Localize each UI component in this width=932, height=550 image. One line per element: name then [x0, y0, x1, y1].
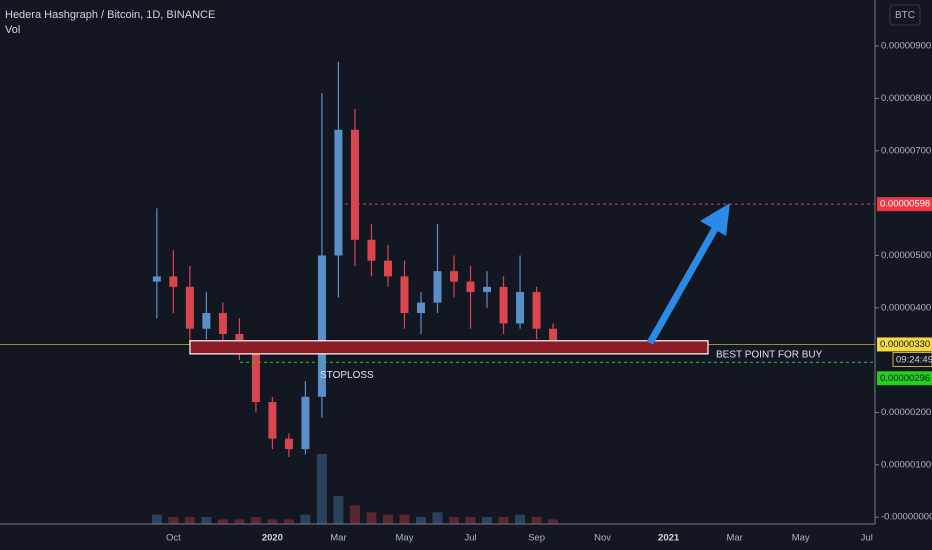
candle-body [251, 349, 260, 403]
currency-button[interactable] [889, 4, 921, 26]
candle-body [400, 276, 409, 314]
candle-body [334, 129, 343, 256]
candle-body [367, 239, 376, 261]
x-tick-label: Mar [726, 533, 742, 544]
candle-body [466, 281, 475, 293]
candle-body [532, 292, 541, 329]
volume-bar [449, 517, 460, 524]
countdown-label: 09:24:49 [896, 354, 932, 365]
candle-body [499, 286, 508, 324]
volume-bar [283, 519, 294, 524]
x-tick-label: Mar [330, 533, 346, 544]
target-price-label-box [877, 197, 932, 212]
arrow-shaft [646, 225, 720, 345]
volume-bar [201, 517, 212, 524]
last-price-label: 0.00000330 [880, 339, 930, 350]
candle-body [284, 438, 293, 450]
candle-body [483, 286, 492, 293]
y-tick-label: -0.00000000 [881, 512, 932, 523]
volume-bar [267, 519, 278, 524]
y-tick-label: 0.00000800 [881, 93, 931, 104]
candle-body [516, 292, 525, 324]
volume-bar [217, 519, 228, 524]
candle-body [152, 276, 161, 282]
volume-bar [234, 519, 245, 524]
volume-bar [498, 517, 509, 524]
buy-zone-label: BEST POINT FOR BUY [716, 350, 823, 361]
candle-body [317, 255, 326, 397]
volume-bar [415, 517, 426, 524]
candle-body [433, 271, 442, 303]
candle-body [169, 276, 178, 287]
volume-bar [482, 517, 493, 524]
candle-body [268, 402, 277, 439]
last-price-label-box [877, 337, 932, 352]
buy-zone [189, 340, 709, 355]
arrow [646, 203, 730, 345]
volume-bar [168, 517, 179, 524]
x-tick-label: Jul [861, 533, 873, 544]
stoploss-price-label-box [877, 371, 932, 386]
volume-bar [399, 514, 410, 524]
x-tick-label: 2020 [262, 533, 283, 544]
x-tick-label: Sep [528, 533, 545, 544]
volume-bar [316, 454, 327, 524]
y-tick-label: 0.00000700 [881, 145, 931, 156]
y-tick-label: 0.00000100 [881, 459, 931, 470]
candle-body [202, 313, 211, 329]
volume-bar [250, 517, 261, 524]
stoploss-label: STOPLOSS [320, 370, 374, 381]
y-tick-label: 0.00000200 [881, 407, 931, 418]
volume-bar [515, 514, 526, 524]
x-tick-label: May [396, 533, 414, 544]
candle-body [218, 313, 227, 334]
x-tick-label: Oct [166, 533, 181, 544]
arrow-head [700, 203, 730, 236]
candle-body [350, 129, 359, 240]
volume-legend: Vol [5, 24, 20, 36]
stoploss-price-label: 0.00000296 [880, 373, 930, 384]
volume-bar [548, 519, 559, 524]
x-tick-label: May [792, 533, 810, 544]
x-tick-label: Nov [594, 533, 611, 544]
volume-bar [333, 496, 344, 524]
volume-bar [432, 512, 443, 524]
volume-bar [300, 514, 311, 524]
volume-bar [465, 517, 476, 524]
candle-body [383, 260, 392, 277]
volume-bar [366, 512, 377, 524]
candle-body [301, 396, 310, 450]
x-tick-label: Jul [464, 533, 476, 544]
volume-bar [184, 517, 195, 524]
x-tick-label: 2021 [658, 533, 680, 544]
candle-body [416, 302, 425, 314]
candle-body [450, 271, 459, 282]
chart-title: Hedera Hashgraph / Bitcoin, 1D, BINANCE [5, 9, 215, 21]
candle-body [549, 328, 558, 345]
volume-bar [151, 514, 162, 524]
volume-bar [531, 517, 542, 524]
volume-bar [349, 505, 360, 524]
countdown-box [892, 352, 932, 367]
candle-body [185, 286, 194, 329]
target-price-label: 0.00000598 [880, 199, 930, 210]
y-tick-label: 0.00000400 [881, 302, 931, 313]
y-tick-label: 0.00000900 [881, 41, 931, 52]
currency-label[interactable]: BTC [895, 10, 915, 21]
volume-bar [382, 514, 393, 524]
y-tick-label: 0.00000500 [881, 250, 931, 261]
